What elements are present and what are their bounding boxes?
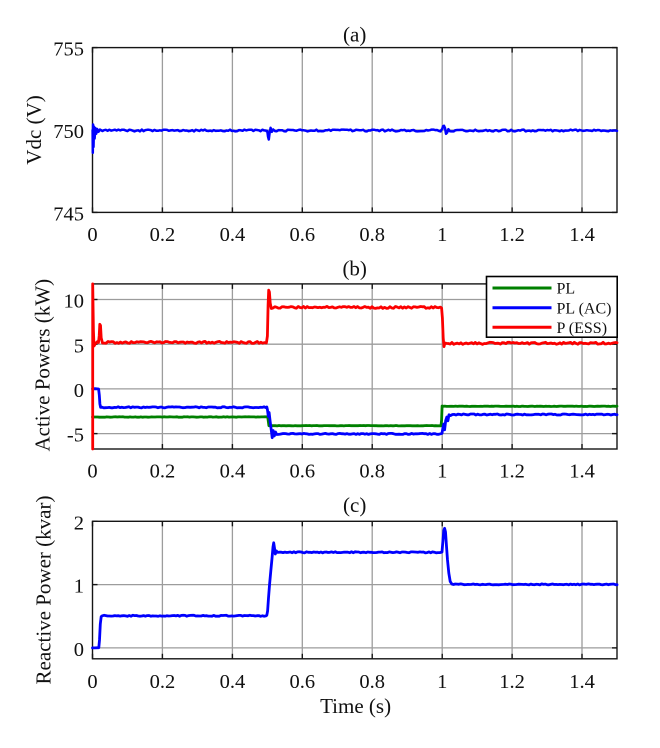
- svg-text:0.4: 0.4: [220, 460, 246, 482]
- svg-text:(c): (c): [343, 493, 366, 517]
- svg-text:P (ESS): P (ESS): [557, 320, 608, 337]
- svg-text:5: 5: [74, 335, 84, 357]
- svg-text:0: 0: [74, 380, 84, 402]
- svg-text:Vdc (V): Vdc (V): [22, 95, 46, 164]
- svg-text:750: 750: [53, 121, 84, 143]
- svg-text:0.6: 0.6: [289, 460, 315, 482]
- svg-text:0: 0: [87, 460, 97, 482]
- svg-text:0.4: 0.4: [220, 224, 246, 246]
- svg-text:0.8: 0.8: [359, 224, 385, 246]
- svg-text:Time (s): Time (s): [320, 694, 391, 718]
- svg-text:PL: PL: [557, 281, 576, 298]
- svg-text:1.4: 1.4: [569, 671, 595, 693]
- svg-text:0.8: 0.8: [359, 460, 385, 482]
- svg-text:PL (AC): PL (AC): [557, 300, 612, 317]
- svg-text:(b): (b): [342, 257, 367, 281]
- svg-text:0.2: 0.2: [150, 224, 176, 246]
- svg-text:0.2: 0.2: [150, 671, 176, 693]
- svg-text:-5: -5: [67, 425, 84, 447]
- svg-text:Reactive Power (kvar): Reactive Power (kvar): [31, 496, 55, 685]
- svg-text:2: 2: [74, 512, 84, 534]
- svg-text:1: 1: [437, 460, 447, 482]
- svg-text:1.2: 1.2: [499, 460, 525, 482]
- svg-text:755: 755: [53, 39, 84, 61]
- svg-text:1: 1: [437, 671, 447, 693]
- svg-text:1.2: 1.2: [499, 224, 525, 246]
- svg-text:1: 1: [74, 576, 84, 598]
- svg-text:745: 745: [53, 204, 84, 226]
- svg-text:0.6: 0.6: [289, 671, 315, 693]
- svg-text:1.2: 1.2: [499, 671, 525, 693]
- svg-text:0.4: 0.4: [220, 671, 246, 693]
- svg-text:0: 0: [74, 639, 84, 661]
- svg-text:(a): (a): [343, 22, 366, 46]
- svg-text:0.6: 0.6: [289, 224, 315, 246]
- svg-text:0: 0: [87, 224, 97, 246]
- svg-text:1.4: 1.4: [569, 224, 595, 246]
- svg-text:10: 10: [64, 291, 85, 313]
- svg-text:0: 0: [87, 671, 97, 693]
- svg-text:Active Powers (kW): Active Powers (kW): [31, 279, 55, 452]
- svg-text:1.4: 1.4: [569, 460, 595, 482]
- svg-text:0.2: 0.2: [150, 460, 176, 482]
- svg-text:0.8: 0.8: [359, 671, 385, 693]
- svg-text:1: 1: [437, 224, 447, 246]
